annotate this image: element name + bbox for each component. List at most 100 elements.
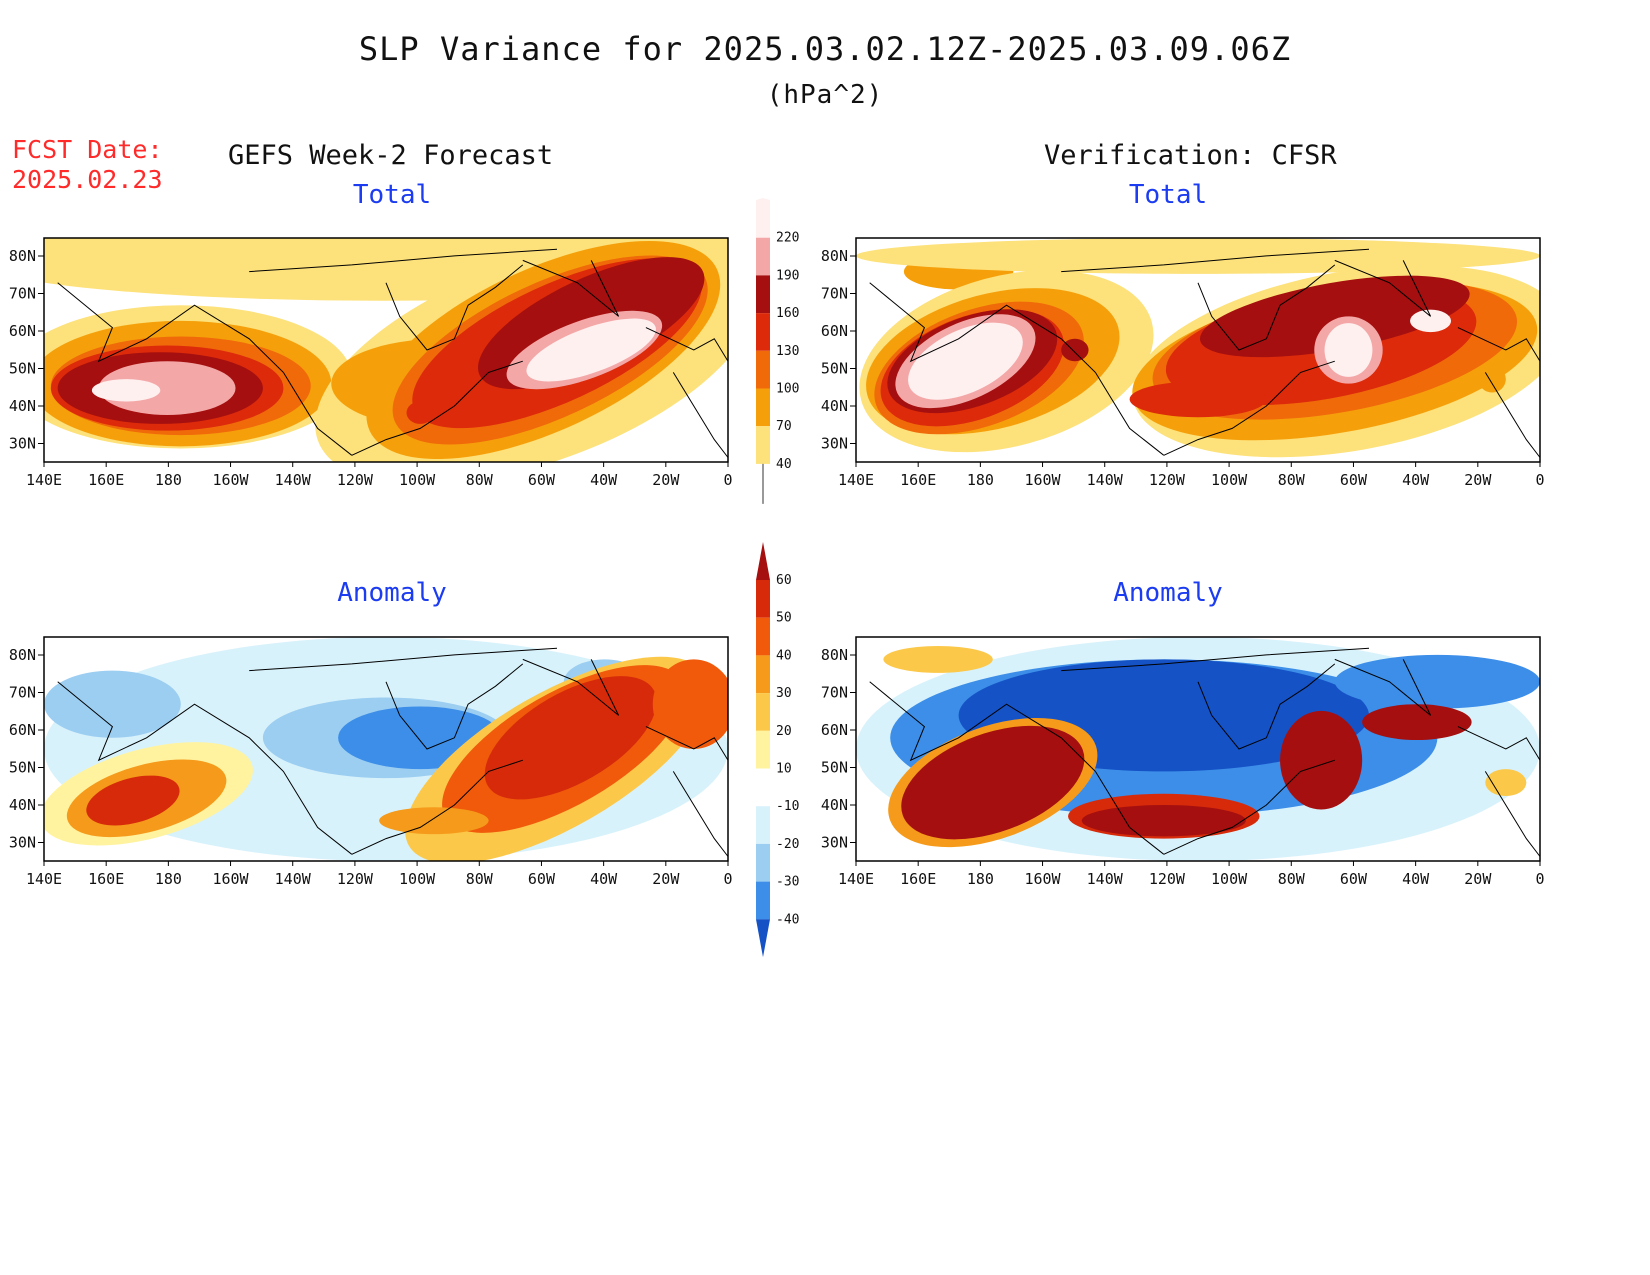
lat-label: 40N: [821, 796, 848, 814]
lon-label: 160E: [88, 870, 124, 888]
shading-blob: [1410, 309, 1452, 333]
coastline: [672, 372, 729, 458]
lon-label: 20W: [652, 870, 680, 888]
colorbar-bottom-triangle: [756, 919, 770, 958]
lon-label: 80W: [466, 870, 494, 888]
coastline: [57, 282, 353, 456]
coastline: [1334, 658, 1432, 716]
lon-label: 160E: [900, 870, 936, 888]
shading-blob: [379, 807, 489, 835]
lat-label: 50N: [821, 360, 848, 378]
lon-label: 80W: [1278, 471, 1306, 489]
shading-blob: [1478, 365, 1506, 393]
lat-label: 50N: [9, 759, 36, 777]
colorbar-swatch: [756, 426, 770, 464]
lat-label: 70N: [821, 285, 848, 303]
coastline: [1163, 360, 1335, 456]
lat-label: 70N: [9, 684, 36, 702]
shading-blob: [406, 401, 434, 424]
total-colorbar: 220 190 160 130 100 70 40: [756, 198, 799, 504]
colorbar-swatch: [756, 730, 770, 769]
lon-label: 0: [1535, 471, 1544, 489]
lon-label: 140W: [275, 870, 312, 888]
colorbar-label: 220: [776, 231, 799, 246]
colorbar-swatch: [756, 237, 770, 276]
verification-anomaly-title: Anomaly: [1113, 578, 1223, 608]
panel-frame: [43, 237, 729, 463]
colorbar-label: 70: [776, 419, 792, 434]
shading-blob: [908, 322, 1023, 400]
lat-label: 60N: [821, 322, 848, 340]
forecast-total-title: Total: [352, 180, 432, 210]
lon-label: 140E: [838, 471, 874, 489]
coastline: [645, 327, 729, 362]
lat-label: 50N: [821, 759, 848, 777]
coastline: [1334, 259, 1432, 317]
lon-label: 60W: [528, 870, 556, 888]
coastline: [385, 264, 524, 351]
lon-label: 160W: [1024, 471, 1061, 489]
lat-label: 40N: [9, 397, 36, 415]
lon-label: 180: [967, 471, 994, 489]
lat-label: 30N: [821, 435, 848, 453]
fcst-date-label: FCST Date:: [12, 135, 163, 164]
coastline: [1457, 726, 1541, 761]
colorbar-label: 50: [776, 611, 792, 626]
lon-label: 20W: [1464, 870, 1492, 888]
coastline: [1197, 663, 1336, 750]
shading-blob: [484, 676, 657, 800]
coastline: [1484, 372, 1541, 458]
colorbar-label: 10: [776, 762, 792, 777]
forecast-date-block: FCST Date: 2025.02.23: [12, 135, 163, 195]
shading-blob: [526, 318, 656, 382]
anomaly-colorbar: 60 50 40 30 20 10 -10 -20 -30 -40: [756, 542, 799, 958]
lon-label: 0: [1535, 870, 1544, 888]
fcst-date-value: 2025.02.23: [12, 165, 163, 194]
coastline: [1484, 771, 1541, 857]
shading-blob: [1485, 769, 1527, 797]
units-label: (hPa^2): [766, 80, 884, 110]
lon-label: 40W: [590, 471, 618, 489]
colorbar-label: -10: [776, 799, 799, 814]
coastline: [385, 663, 524, 750]
coastline: [249, 647, 558, 672]
colorbar-swatch: [756, 655, 770, 694]
lon-label: 180: [155, 870, 182, 888]
lon-label: 160E: [88, 471, 124, 489]
lat-label: 60N: [9, 322, 36, 340]
coastline: [645, 726, 729, 761]
colorbar-label: 20: [776, 724, 792, 739]
shading-blob: [1061, 338, 1089, 362]
lon-label: 160W: [212, 870, 249, 888]
lon-label: 40W: [1402, 870, 1430, 888]
lon-label: 40W: [1402, 471, 1430, 489]
coastline: [522, 259, 620, 317]
lat-label: 30N: [821, 834, 848, 852]
lon-label: 120W: [337, 870, 374, 888]
lon-label: 60W: [528, 471, 556, 489]
coastline: [869, 282, 1165, 456]
coastline: [249, 248, 558, 273]
shading-blob: [1081, 805, 1246, 837]
chart-title: SLP Variance for 2025.03.02.12Z-2025.03.…: [358, 30, 1292, 68]
colorbar-label: -30: [776, 875, 799, 890]
lon-label: 140E: [838, 870, 874, 888]
lon-label: 160E: [900, 471, 936, 489]
panel-frame: [855, 636, 1541, 862]
lon-label: 120W: [337, 471, 374, 489]
coastline: [1163, 759, 1335, 855]
lat-label: 30N: [9, 435, 36, 453]
colorbar-swatch: [756, 580, 770, 618]
shading-blob: [901, 725, 1085, 840]
colorbar-label: -40: [776, 912, 799, 927]
lon-label: 140E: [26, 471, 62, 489]
forecast-anomaly-title: Anomaly: [337, 578, 447, 608]
lon-label: 120W: [1149, 870, 1186, 888]
shading-blob: [1324, 323, 1373, 377]
lat-label: 60N: [821, 721, 848, 739]
colorbar-swatch: [756, 200, 770, 238]
lon-label: 0: [723, 471, 732, 489]
colorbar-label: 30: [776, 686, 792, 701]
colorbar-label: 40: [776, 648, 792, 663]
lat-label: 80N: [9, 646, 36, 664]
